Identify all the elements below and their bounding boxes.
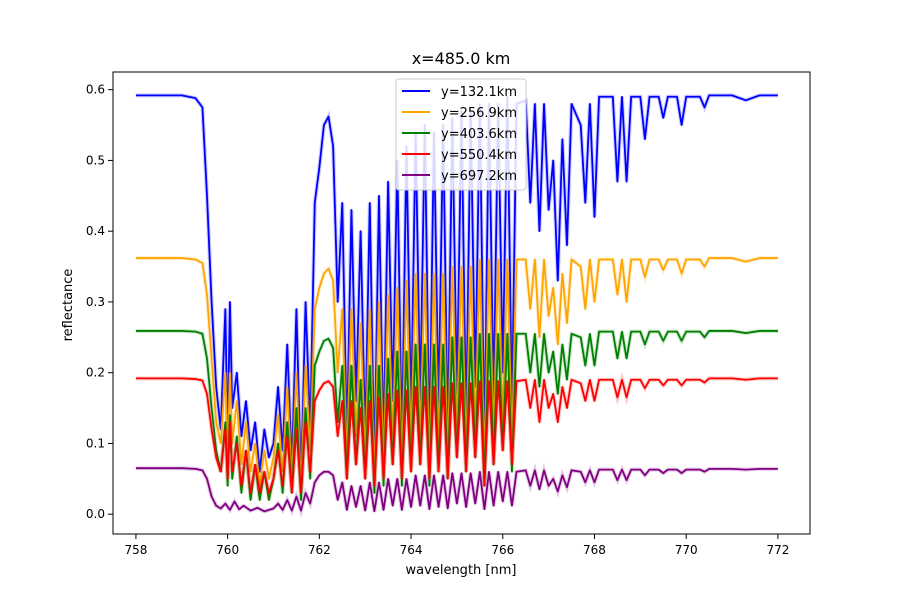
legend-label-4: y=550.4km [441, 148, 517, 163]
y-tick-label: 0.2 [86, 366, 105, 380]
x-tick-label: 768 [583, 543, 606, 557]
legend-label-2: y=256.9km [441, 106, 517, 121]
y-tick-label: 0.4 [86, 224, 105, 238]
y-tick-label: 0.3 [86, 295, 105, 309]
x-tick-label: 766 [491, 543, 514, 557]
plot-frame [112, 71, 811, 535]
y-tick-label: 0.0 [86, 507, 105, 521]
legend-label-1: y=132.1km [441, 85, 517, 100]
x-axis: 758 760 762 764 766 768 770 772 [124, 534, 789, 557]
x-axis-label: wavelength [nm] [406, 563, 517, 578]
y-axis-label: reflectance [61, 269, 76, 342]
y-tick-label: 0.1 [86, 436, 105, 450]
legend-label-5: y=697.2km [441, 169, 517, 184]
x-tick-label: 770 [675, 543, 698, 557]
x-tick-label: 760 [216, 543, 239, 557]
legend-box [395, 78, 527, 191]
x-tick-label: 772 [766, 543, 789, 557]
series-line-5 [135, 467, 778, 513]
y-tick-label: 0.5 [86, 153, 105, 167]
legend: y=132.1km y=256.9km y=403.6km y=550.4km y=69… [395, 78, 527, 191]
series-line-2 [135, 257, 778, 487]
series-line-4 [135, 377, 778, 494]
x-tick-label: 758 [124, 543, 147, 557]
y-tick-label: 0.6 [86, 83, 105, 97]
x-tick-label: 764 [400, 543, 423, 557]
chart-title: x=485.0 km [412, 49, 511, 68]
legend-label-3: y=403.6km [441, 127, 517, 142]
x-tick-label: 762 [308, 543, 331, 557]
y-axis: 0.0 0.1 0.2 0.3 0.4 0.5 0.6 [86, 83, 113, 521]
